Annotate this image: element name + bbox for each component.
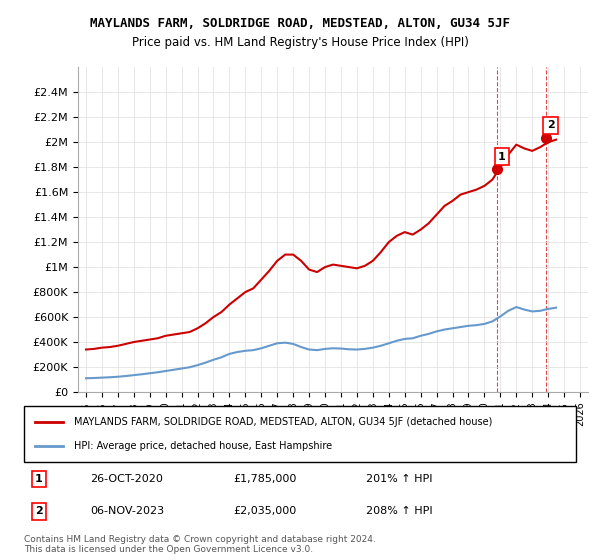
Text: £1,785,000: £1,785,000 bbox=[234, 474, 297, 484]
Text: MAYLANDS FARM, SOLDRIDGE ROAD, MEDSTEAD, ALTON, GU34 5JF: MAYLANDS FARM, SOLDRIDGE ROAD, MEDSTEAD,… bbox=[90, 17, 510, 30]
Text: 1: 1 bbox=[35, 474, 43, 484]
Text: £2,035,000: £2,035,000 bbox=[234, 506, 297, 516]
Text: 2: 2 bbox=[35, 506, 43, 516]
Text: 06-NOV-2023: 06-NOV-2023 bbox=[90, 506, 164, 516]
Text: 26-OCT-2020: 26-OCT-2020 bbox=[90, 474, 163, 484]
Text: 2: 2 bbox=[547, 120, 554, 130]
Text: Contains HM Land Registry data © Crown copyright and database right 2024.
This d: Contains HM Land Registry data © Crown c… bbox=[24, 535, 376, 554]
Text: 208% ↑ HPI: 208% ↑ HPI bbox=[366, 506, 433, 516]
Text: MAYLANDS FARM, SOLDRIDGE ROAD, MEDSTEAD, ALTON, GU34 5JF (detached house): MAYLANDS FARM, SOLDRIDGE ROAD, MEDSTEAD,… bbox=[74, 417, 492, 427]
Text: 1: 1 bbox=[498, 152, 506, 161]
Text: 201% ↑ HPI: 201% ↑ HPI bbox=[366, 474, 433, 484]
FancyBboxPatch shape bbox=[24, 406, 576, 462]
Text: Price paid vs. HM Land Registry's House Price Index (HPI): Price paid vs. HM Land Registry's House … bbox=[131, 36, 469, 49]
Text: HPI: Average price, detached house, East Hampshire: HPI: Average price, detached house, East… bbox=[74, 441, 332, 451]
